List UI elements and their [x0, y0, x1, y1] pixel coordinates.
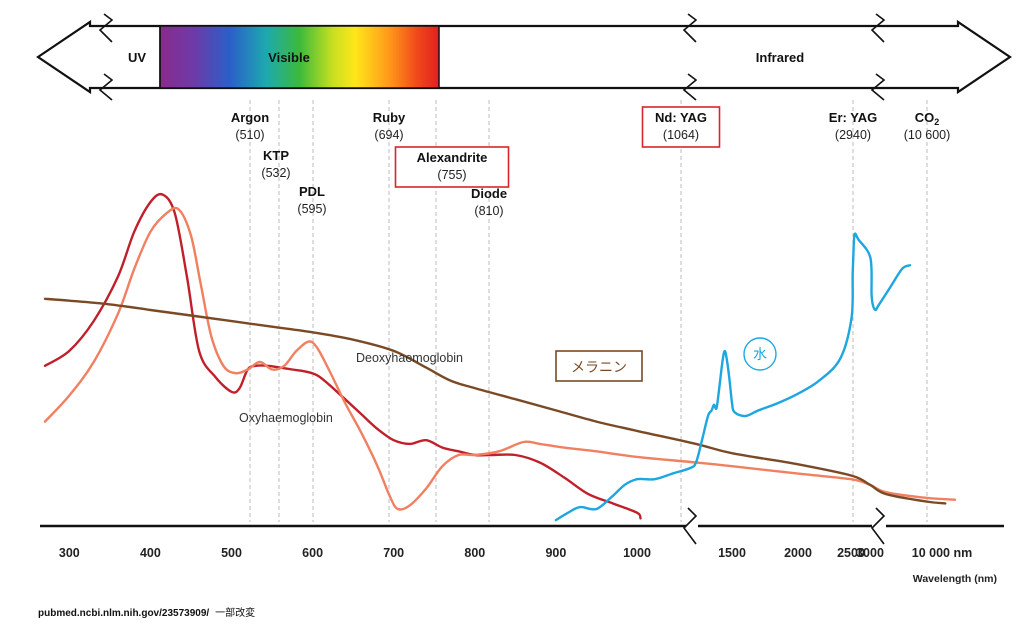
laser-name: Ruby [373, 110, 406, 125]
spectrum-bar: UV Visible Infrared [36, 13, 1012, 101]
laser-name: PDL [299, 184, 325, 199]
laser-wavelength: (2940) [835, 128, 871, 142]
x-tick-label: 900 [545, 546, 566, 560]
series-label-deoxy: Deoxyhaemoglobin [356, 351, 463, 365]
series-label-oxy: Oxyhaemoglobin [239, 411, 333, 425]
axis-break-2 [870, 507, 886, 545]
bar-break-3b [870, 73, 886, 101]
laser-wavelength: (595) [297, 202, 326, 216]
laser-name: Alexandrite [417, 150, 488, 165]
series-oxyhaemoglobin-2 [43, 206, 957, 511]
x-tick-label: 2500 [837, 546, 865, 560]
laser-name: KTP [263, 148, 289, 163]
axis-break-1 [682, 507, 698, 545]
laser-wavelength: (10 600) [904, 128, 951, 142]
laser-name: Er: YAG [829, 110, 877, 125]
laser-gridlines [249, 100, 928, 522]
series-melanin [554, 232, 912, 522]
x-tick-label: 10 000 nm [912, 546, 972, 560]
x-tick-label: 800 [464, 546, 485, 560]
bar-break-1b [98, 73, 114, 101]
water-label-circle [743, 337, 777, 371]
x-tick-label: 300 [59, 546, 80, 560]
series-layer [43, 192, 957, 522]
laser-wavelength: (810) [474, 204, 503, 218]
laser-wavelength: (510) [235, 128, 264, 142]
bar-break-1 [98, 13, 114, 43]
laser-name: Diode [471, 186, 507, 201]
x-axis-label: Wavelength (nm) [913, 573, 997, 585]
uv-label: UV [128, 50, 146, 65]
x-tick-label: 1000 [623, 546, 651, 560]
x-tick-label: 2000 [784, 546, 812, 560]
laser-wavelength: (694) [374, 128, 403, 142]
infrared-label: Infrared [756, 50, 804, 65]
bar-break-2 [682, 13, 698, 43]
series-label-melanin: メラニン [571, 359, 627, 375]
x-axis: 300 400 500 600 700 800 900 1000 1500 2000 2500300… [40, 507, 1004, 560]
bar-break-3 [870, 13, 886, 43]
laser-labels: Argon (510) KTP (532) PDL (595) Ruby (694) Alexa… [231, 106, 951, 218]
source-note: 一部改変 [215, 608, 256, 619]
visible-gradient [159, 25, 440, 89]
visible-label: Visible [268, 50, 310, 65]
source-url: pubmed.ncbi.nlm.nih.gov/23573909/ [38, 608, 210, 619]
laser-highlight-box [641, 106, 721, 148]
source-footer: pubmed.ncbi.nlm.nih.gov/23573909/一部改変 [38, 604, 255, 619]
laser-wavelength: (532) [261, 166, 290, 180]
series-deoxyhaemoglobin [43, 297, 947, 505]
x-tick-label: 3000 [856, 546, 884, 560]
x-tick-label: 600 [302, 546, 323, 560]
laser-highlight-box [394, 146, 510, 188]
series-oxyhaemoglobin [43, 192, 642, 520]
melanin-label-box [555, 350, 643, 382]
water-label: 水 [753, 346, 767, 362]
laser-name: Nd: YAG [655, 110, 707, 125]
bar-break-2b [682, 73, 698, 101]
laser-wavelength: (1064) [663, 128, 699, 142]
x-tick-label: 700 [383, 546, 404, 560]
laser-name: CO2 [915, 110, 940, 127]
x-tick-label: 500 [221, 546, 242, 560]
laser-wavelength: (755) [437, 168, 466, 182]
x-tick-label: 400 [140, 546, 161, 560]
laser-name: Argon [231, 110, 269, 125]
x-tick-label: 1500 [718, 546, 746, 560]
